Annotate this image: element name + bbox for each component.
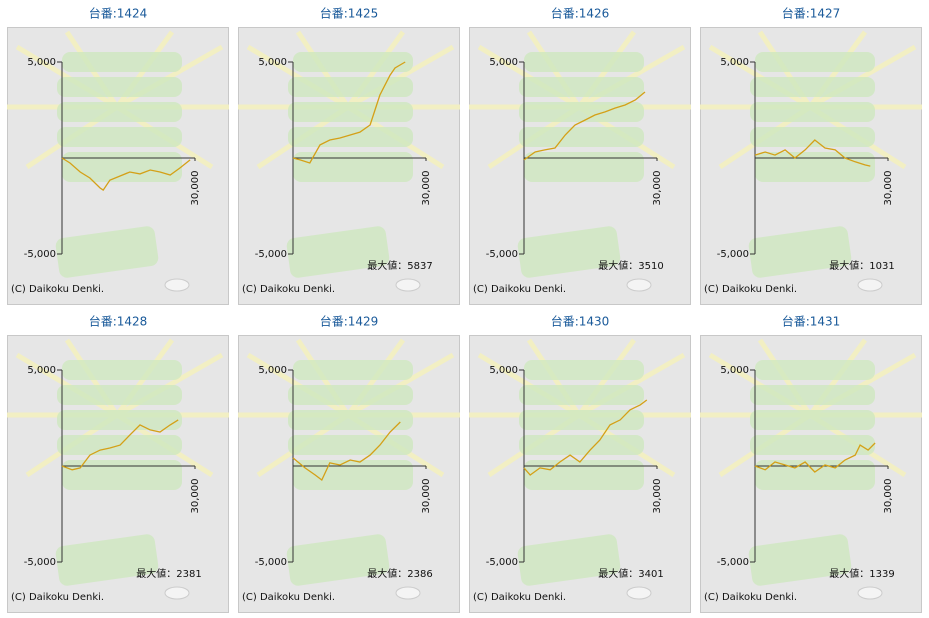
panel-title: 台番:1430 — [551, 314, 610, 329]
panel-title: 台番:1425 — [320, 6, 379, 21]
y-tick-label: 5,000 — [489, 365, 518, 376]
copyright: (C) Daikoku Denki. — [473, 284, 566, 295]
y-tick-label: 5,000 — [720, 365, 749, 376]
y-tick-label: -5,000 — [255, 557, 287, 568]
data-line — [523, 91, 646, 161]
panel: 5,000 -5,000 30,000 最大値：1031 (C) Daikoku Den… — [700, 27, 922, 305]
y-tick-label: -5,000 — [24, 249, 56, 260]
copyright: (C) Daikoku Denki. — [473, 592, 566, 603]
data-line — [61, 157, 191, 192]
panel-title: 台番:1427 — [782, 6, 841, 21]
panel-title: 台番:1424 — [89, 6, 148, 21]
data-line — [754, 442, 876, 473]
data-line — [292, 421, 401, 482]
x-tick-label: 30,000 — [652, 479, 663, 514]
data-line — [523, 399, 648, 476]
x-tick-label: 30,000 — [883, 171, 894, 206]
x-tick-label: 30,000 — [883, 479, 894, 514]
y-tick-label: 5,000 — [27, 57, 56, 68]
data-line — [754, 139, 871, 167]
x-tick-label: 30,000 — [421, 171, 432, 206]
panel-title: 台番:1429 — [320, 314, 379, 329]
panel: 5,000 -5,000 30,000 最大値：2386 (C) Daikoku Den… — [238, 335, 460, 613]
panel: 5,000 -5,000 30,000 最大値：3401 (C) Daikoku Den… — [469, 335, 691, 613]
x-tick-label: 30,000 — [190, 479, 201, 514]
y-tick-label: 5,000 — [258, 365, 287, 376]
panel: 5,000 -5,000 30,000 最大値：2381 (C) Daikoku Den… — [7, 335, 229, 613]
panel: 5,000 -5,000 30,000 (C) Daikoku Denki. — [7, 27, 229, 305]
y-tick-label: 5,000 — [489, 57, 518, 68]
copyright: (C) Daikoku Denki. — [242, 284, 335, 295]
y-tick-label: 5,000 — [720, 57, 749, 68]
panel-title: 台番:1431 — [782, 314, 841, 329]
y-tick-label: 5,000 — [27, 365, 56, 376]
x-tick-label: 30,000 — [190, 171, 201, 206]
max-value: 最大値：2381 — [136, 567, 201, 580]
max-value: 最大値：3401 — [598, 567, 663, 580]
x-tick-label: 30,000 — [652, 171, 663, 206]
data-line — [61, 419, 179, 471]
x-tick-label: 30,000 — [421, 479, 432, 514]
copyright: (C) Daikoku Denki. — [242, 592, 335, 603]
panel-title: 台番:1426 — [551, 6, 610, 21]
panel-title: 台番:1428 — [89, 314, 148, 329]
max-value: 最大値：2386 — [367, 567, 432, 580]
y-tick-label: 5,000 — [258, 57, 287, 68]
y-tick-label: -5,000 — [486, 249, 518, 260]
panel: 5,000 -5,000 30,000 最大値：3510 (C) Daikoku Den… — [469, 27, 691, 305]
copyright: (C) Daikoku Denki. — [704, 592, 797, 603]
copyright: (C) Daikoku Denki. — [11, 592, 104, 603]
y-tick-label: -5,000 — [255, 249, 287, 260]
copyright: (C) Daikoku Denki. — [704, 284, 797, 295]
y-tick-label: -5,000 — [717, 249, 749, 260]
panel: 5,000 -5,000 30,000 最大値：1339 (C) Daikoku Den… — [700, 335, 922, 613]
max-value: 最大値：1339 — [829, 567, 894, 580]
data-line — [292, 61, 406, 164]
copyright: (C) Daikoku Denki. — [11, 284, 104, 295]
y-tick-label: -5,000 — [24, 557, 56, 568]
panel: 5,000 -5,000 30,000 最大値：5837 (C) Daikoku Den… — [238, 27, 460, 305]
max-value: 最大値：3510 — [598, 259, 663, 272]
max-value: 最大値：1031 — [829, 259, 894, 272]
y-tick-label: -5,000 — [717, 557, 749, 568]
y-tick-label: -5,000 — [486, 557, 518, 568]
max-value: 最大値：5837 — [367, 259, 432, 272]
